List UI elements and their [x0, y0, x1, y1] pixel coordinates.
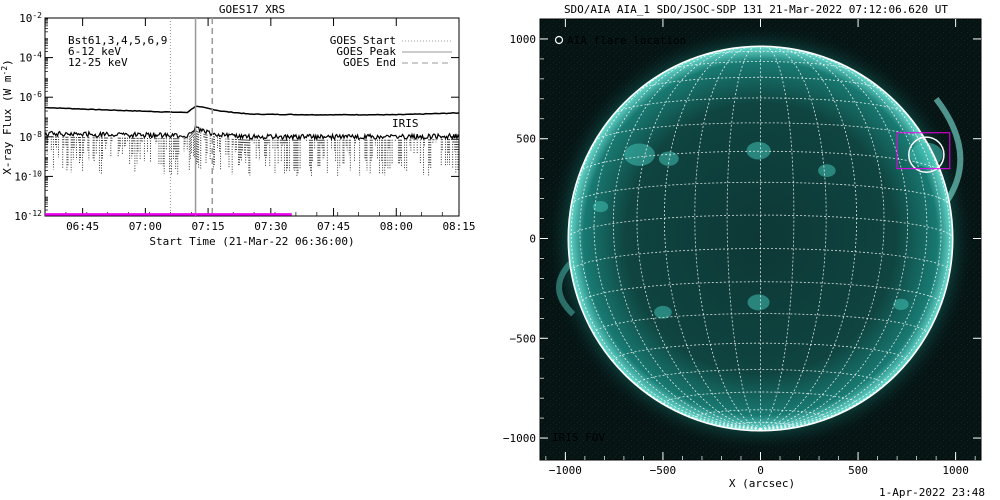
footer-timestamp: 1-Apr-2022 23:48	[879, 486, 985, 499]
active-region	[747, 294, 770, 311]
y-tick-label: 10-8	[19, 130, 42, 144]
flare-location-marker	[908, 136, 945, 174]
x-tick-label: 08:00	[380, 220, 413, 233]
y-tick-label: 10-12	[14, 209, 42, 223]
flare-markers	[896, 132, 951, 174]
short-channel-noise	[46, 130, 459, 177]
x-tick-label: 07:15	[192, 220, 225, 233]
x-tick-label: 500	[848, 464, 868, 477]
longitude-line	[760, 48, 909, 430]
flare-location-legend: AIA flare location	[567, 34, 686, 47]
y-tick-label: 500	[516, 133, 536, 146]
longitude-line	[760, 47, 885, 430]
x-tick-label: 07:30	[254, 220, 287, 233]
right-chart-title: SDO/AIA AIA_1 SDO/JSOC-SDP 131 21-Mar-20…	[564, 3, 948, 16]
latitude-line	[613, 97, 908, 115]
longitude-line	[760, 46, 858, 430]
latitude-line	[594, 122, 927, 142]
latitude-line	[593, 313, 928, 335]
left-x-axis-label: Start Time (21-Mar-22 06:36:00)	[149, 235, 354, 248]
left-legend-events: GOES Start GOES Peak GOES End	[330, 34, 452, 69]
heliographic-grid	[567, 45, 954, 432]
y-tick-label: 0	[529, 233, 536, 246]
longitude-line	[636, 47, 761, 430]
right-x-axis: −1000 −500 0 500 1000	[545, 19, 976, 477]
active-region	[818, 164, 836, 178]
active-region	[624, 143, 655, 166]
active-region	[654, 305, 672, 319]
y-tick-label: 10-2	[19, 11, 42, 25]
legend-goes-end: GOES End	[343, 56, 396, 69]
series-line-long	[45, 105, 459, 116]
left-x-axis: 06:45 07:00 07:15 07:30 07:45 08:00 08:15	[44, 18, 476, 233]
active-region	[893, 298, 909, 310]
solar-disk	[545, 23, 976, 454]
y-tick-label: 10-4	[19, 51, 42, 65]
right-y-axis: 1000 500 0 −500 −1000	[503, 33, 981, 445]
left-plot-frame	[44, 17, 460, 217]
solar-disk-body	[568, 46, 953, 431]
longitude-line	[760, 46, 827, 430]
limb-loop	[933, 96, 964, 205]
legend-channel-12-25kev: 12-25 keV	[68, 56, 128, 69]
longitude-line	[694, 46, 761, 430]
latitude-line	[694, 409, 827, 418]
y-tick-label: −1000	[503, 432, 536, 445]
x-tick-label: −1000	[549, 464, 582, 477]
latitude-line	[667, 61, 854, 71]
longitude-line	[760, 81, 951, 430]
iris-fov-label: IRIS FOV	[552, 431, 605, 444]
active-region	[658, 151, 679, 166]
legend-channel-bst: Bst61,3,4,5,6,9	[68, 34, 167, 47]
latitude-line	[698, 50, 823, 57]
left-chart-title: GOES17 XRS	[219, 3, 285, 16]
y-tick-label: 10-6	[19, 90, 42, 104]
y-tick-label: 10-10	[14, 169, 42, 183]
latitude-line	[664, 391, 857, 404]
longitude-line	[570, 81, 761, 430]
latitude-line	[571, 181, 950, 205]
longitude-line	[612, 48, 761, 430]
legend-channel-6-12kev: 6-12 keV	[68, 45, 121, 58]
legend-goes-start: GOES Start	[330, 34, 396, 47]
x-tick-label: −500	[650, 464, 677, 477]
goes-xrs-chart: GOES17 XRS 10-12 10-10 10-8 10-6 10-4 10-2 06…	[0, 3, 476, 248]
longitude-line	[663, 46, 761, 430]
legend-goes-peak: GOES Peak	[336, 45, 396, 58]
longitude-line	[760, 57, 942, 430]
left-y-axis: 10-12 10-10 10-8 10-6 10-4 10-2	[14, 11, 459, 223]
right-x-axis-label: X (arcsec)	[729, 477, 795, 490]
latitude-line	[579, 150, 942, 173]
solar-limb	[567, 45, 954, 432]
x-tick-label: 08:15	[442, 220, 475, 233]
left-y-axis-label: X-ray Flux (W m-2)	[0, 59, 14, 175]
iris-fov-box	[896, 132, 951, 170]
longitude-line	[579, 57, 761, 430]
left-legend-channels: Bst61,3,4,5,6,9 6-12 keV 12-25 keV	[68, 34, 167, 69]
x-tick-label: 1000	[942, 464, 969, 477]
iris-label: IRIS	[392, 117, 419, 130]
series-line-short	[45, 123, 459, 142]
x-tick-label: 07:45	[317, 220, 350, 233]
limb-loop	[556, 260, 576, 317]
flare-location-legend-icon	[554, 35, 564, 45]
y-tick-label: −500	[510, 332, 537, 345]
latitude-line	[567, 214, 954, 239]
x-tick-label: 0	[757, 464, 764, 477]
active-region	[592, 200, 609, 213]
x-tick-label: 07:00	[129, 220, 162, 233]
x-tick-label: 06:45	[66, 220, 99, 233]
longitude-line	[726, 46, 761, 430]
aia-image-panel: SDO/AIA AIA_1 SDO/JSOC-SDP 131 21-Mar-20…	[503, 3, 985, 499]
longitude-line	[760, 46, 795, 430]
active-region	[746, 141, 771, 160]
y-tick-label: 1000	[510, 33, 537, 46]
